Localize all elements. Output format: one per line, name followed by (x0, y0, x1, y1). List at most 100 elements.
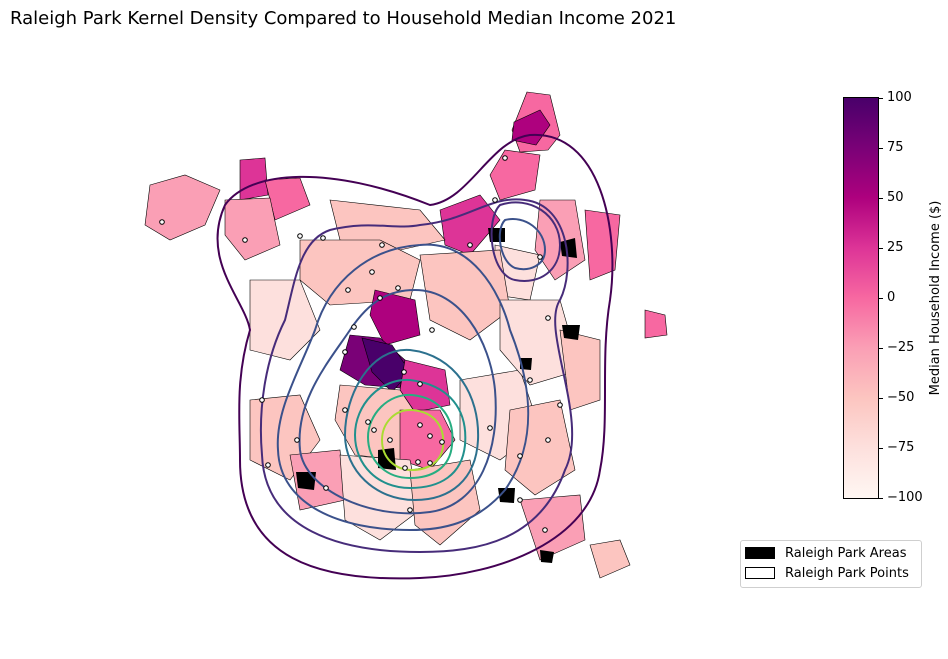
legend-label-areas: Raleigh Park Areas (785, 545, 907, 561)
contour-level-2 (259, 198, 574, 554)
contour-northeast-loop (490, 201, 562, 282)
park-point (265, 462, 271, 468)
colorbar-tick-label: 0 (887, 290, 896, 305)
colorbar-label: Median Household Income ($) (928, 200, 943, 396)
colorbar-tick (878, 348, 883, 349)
park-point (371, 427, 377, 433)
park-point (242, 237, 248, 243)
tract-northwest-a (239, 157, 269, 201)
tract-east-b (584, 209, 621, 281)
park-point (517, 497, 523, 503)
colorbar-tick (878, 148, 883, 149)
tract-southeast-c (519, 494, 586, 561)
park-point (429, 327, 435, 333)
park-point (427, 460, 433, 466)
park-point (537, 254, 543, 260)
colorbar-tick-label: 100 (887, 90, 912, 105)
colorbar-tick-label: −75 (887, 440, 915, 455)
park-point (417, 381, 423, 387)
park-point (545, 437, 551, 443)
park-point (323, 485, 329, 491)
park-area-south (540, 550, 554, 563)
tract-far-east (644, 309, 668, 339)
colorbar-tick-label: −50 (887, 390, 915, 405)
park-point (369, 269, 375, 275)
park-point (487, 425, 493, 431)
park-point (517, 453, 523, 459)
colorbar-tick (878, 398, 883, 399)
colorbar-tick (878, 498, 883, 499)
park-point (345, 287, 351, 293)
park-point (387, 437, 393, 443)
park-point (294, 437, 300, 443)
park-point (395, 285, 401, 291)
colorbar-tick (878, 98, 883, 99)
park-point (492, 197, 498, 203)
contour-level-3 (276, 243, 530, 532)
tract-central-magenta (399, 359, 451, 413)
park-point (467, 242, 473, 248)
park-point (427, 433, 433, 439)
park-area-southwest (296, 472, 316, 490)
park-point (342, 349, 348, 355)
legend-item-park-areas: Raleigh Park Areas (745, 544, 906, 562)
contour-level-5 (343, 348, 480, 502)
tract-far-northwest (144, 174, 221, 241)
colorbar: 100 75 50 25 0 −25 −50 −75 −100 (843, 91, 943, 505)
park-point (297, 233, 303, 239)
legend-item-park-points: Raleigh Park Points (745, 564, 909, 582)
park-area-far-east (562, 325, 580, 340)
tract-central-dark (369, 289, 421, 346)
contour-level-4 (298, 288, 497, 515)
colorbar-tick-label: −100 (887, 490, 923, 505)
contour-level-8 (380, 408, 445, 472)
colorbar-tick (878, 248, 883, 249)
tract-southeast-b (504, 399, 576, 496)
park-point (415, 459, 421, 465)
park-point (557, 402, 563, 408)
legend-label-points: Raleigh Park Points (785, 565, 909, 581)
park-point (417, 422, 423, 428)
map-title: Raleigh Park Kernel Density Compared to … (10, 8, 677, 29)
colorbar-tick-label: 25 (887, 240, 904, 255)
tract-northeast-mid (489, 149, 541, 201)
park-point (545, 315, 551, 321)
park-point (527, 377, 533, 383)
contour-level-1 (216, 133, 614, 580)
tract-northwest-c (224, 197, 281, 261)
park-point (159, 219, 165, 225)
park-point (259, 397, 265, 403)
park-point (402, 465, 408, 471)
colorbar-tick (878, 448, 883, 449)
park-point (379, 242, 385, 248)
park-point (502, 155, 508, 161)
park-point (320, 235, 326, 241)
density-contours (216, 133, 614, 580)
park-point (342, 407, 348, 413)
park-point (542, 527, 548, 533)
park-point (351, 324, 357, 330)
legend-swatch-points (745, 567, 775, 579)
colorbar-tick-label: 75 (887, 140, 904, 155)
park-area-east (560, 238, 577, 258)
colorbar-tick (878, 198, 883, 199)
tract-east-edge (559, 329, 601, 411)
legend-swatch-areas (745, 547, 775, 559)
tract-far-southeast (589, 539, 631, 579)
contour-level-6 (353, 378, 467, 490)
tract-central-east (419, 249, 511, 341)
colorbar-tick (878, 298, 883, 299)
park-point (401, 369, 407, 375)
park-point (365, 419, 371, 425)
park-point (439, 439, 445, 445)
contour-northeast-inner (498, 218, 547, 270)
park-point (407, 507, 413, 513)
raleigh-park-points (159, 155, 563, 533)
legend: Raleigh Park Areas Raleigh Park Points (740, 540, 922, 588)
colorbar-tick-label: −25 (887, 340, 915, 355)
colorbar-tick-label: 50 (887, 190, 904, 205)
contour-level-7 (366, 393, 454, 480)
colorbar-gradient (843, 97, 879, 499)
park-point (377, 295, 383, 301)
